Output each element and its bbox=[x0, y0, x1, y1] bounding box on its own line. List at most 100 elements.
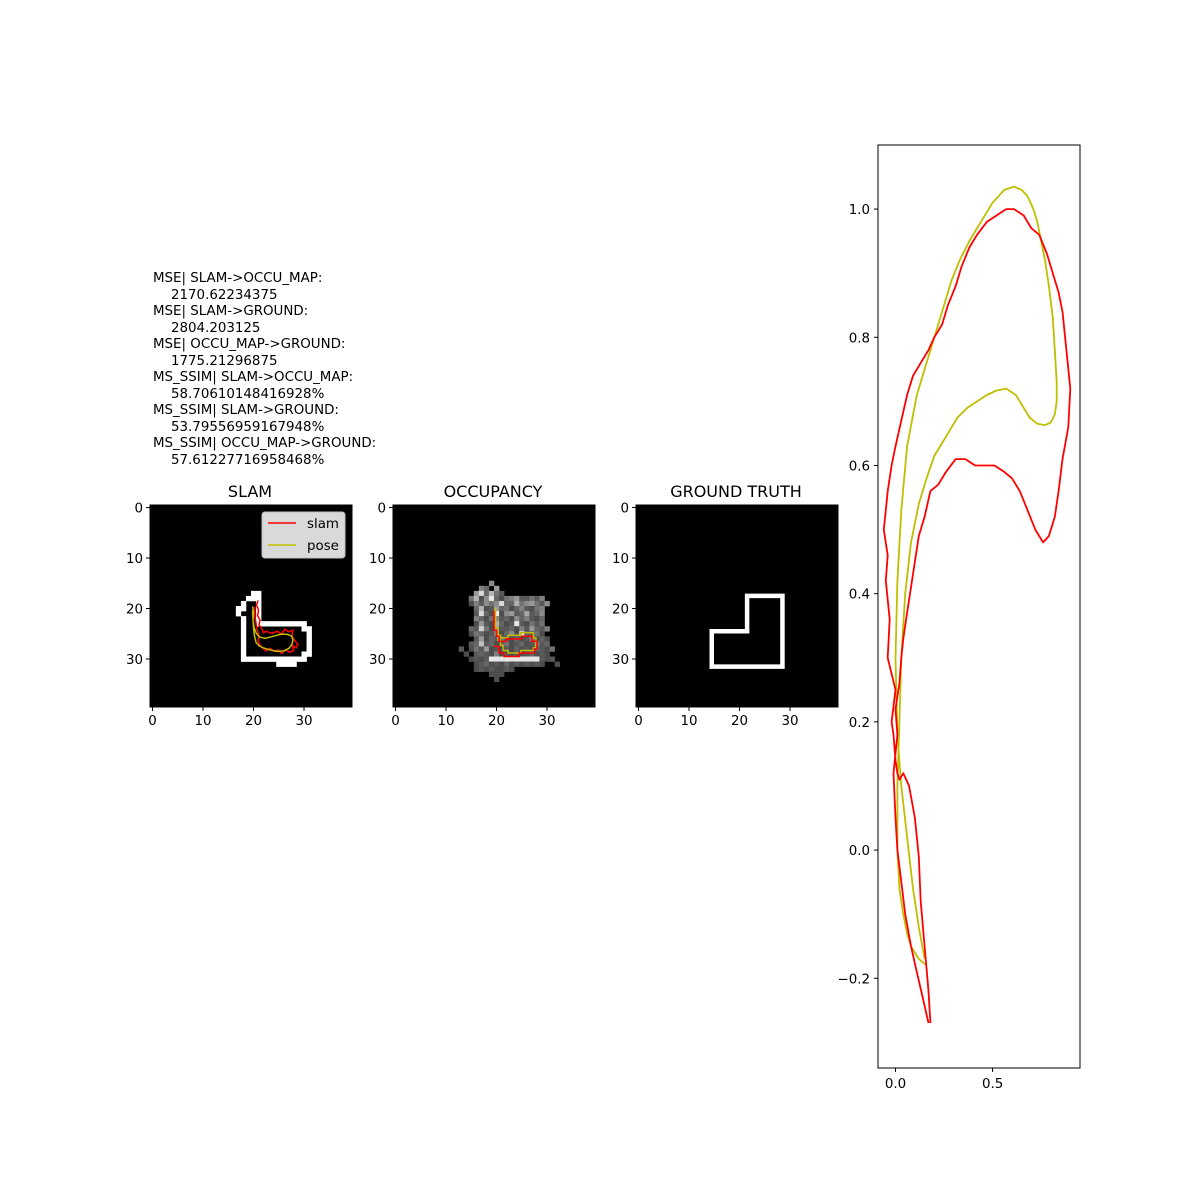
x-tick-label: 20 bbox=[245, 714, 262, 729]
occupancy-cell bbox=[499, 651, 505, 657]
occupancy-cell bbox=[499, 626, 505, 632]
occupancy-cell bbox=[509, 656, 515, 662]
occupancy-cell bbox=[499, 661, 505, 667]
occupancy-cell bbox=[478, 646, 485, 652]
y-tick-label: 0.4 bbox=[849, 588, 870, 603]
occupancy-cell bbox=[488, 580, 495, 587]
occupancy-cell bbox=[539, 636, 545, 642]
occupancy-cell bbox=[539, 651, 545, 657]
occupancy-cell bbox=[478, 590, 485, 597]
occupancy-cell bbox=[473, 606, 480, 612]
occupancy-cell bbox=[504, 666, 510, 672]
occupancy-cell bbox=[509, 626, 515, 632]
occupancy-title: OCCUPANCY bbox=[444, 482, 543, 501]
occupancy-cell bbox=[488, 671, 495, 677]
occupancy-cell bbox=[514, 641, 520, 647]
wall-cell bbox=[276, 656, 282, 662]
occupancy-cell bbox=[539, 631, 545, 637]
x-tick-label: 0 bbox=[148, 714, 157, 729]
wall-cell bbox=[286, 656, 292, 662]
wall-cell bbox=[240, 606, 247, 612]
x-tick-label: 10 bbox=[195, 714, 212, 729]
y-tick-label: 30 bbox=[126, 653, 143, 668]
occupancy-cell bbox=[478, 585, 485, 592]
occupancy-cell bbox=[539, 646, 545, 652]
occupancy-cell bbox=[519, 606, 525, 612]
y-tick-label: 0 bbox=[620, 502, 629, 517]
occupancy-cell bbox=[473, 595, 480, 602]
occupancy-cell bbox=[483, 656, 490, 662]
occupancy-cell bbox=[539, 595, 545, 602]
wall-cell bbox=[306, 641, 312, 647]
occupancy-cell bbox=[514, 621, 520, 627]
metric-label: MSE| SLAM->OCCU_MAP: bbox=[153, 271, 323, 286]
occupancy-cell bbox=[488, 606, 495, 612]
occupancy-cell bbox=[499, 590, 505, 597]
occupancy-cell bbox=[539, 606, 545, 612]
occupancy-cell bbox=[509, 646, 515, 652]
occupancy-cell bbox=[488, 641, 495, 647]
slam-trajectory bbox=[882, 208, 1072, 1024]
occupancy-cell bbox=[473, 600, 480, 607]
occupancy-cell bbox=[478, 636, 485, 642]
occupancy-cell bbox=[483, 600, 490, 607]
occupancy-cell bbox=[539, 626, 545, 632]
y-tick-label: −0.2 bbox=[837, 972, 870, 987]
occupancy-cell bbox=[499, 646, 505, 652]
wall-cell bbox=[306, 636, 312, 642]
wall-cell bbox=[301, 626, 307, 632]
occupancy-cell bbox=[524, 606, 530, 612]
occupancy-cell bbox=[534, 606, 540, 612]
occupancy-cell bbox=[514, 611, 520, 617]
occupancy-cell bbox=[473, 646, 480, 652]
occupancy-cell bbox=[519, 626, 525, 632]
occupancy-cell bbox=[494, 661, 500, 667]
y-tick-label: 0.6 bbox=[849, 459, 870, 474]
occupancy-cell bbox=[478, 600, 485, 607]
occupancy-cell bbox=[499, 616, 505, 622]
occupancy-cell bbox=[499, 636, 505, 642]
occupancy-cell bbox=[488, 651, 495, 657]
occupancy-cell bbox=[504, 661, 510, 667]
occupancy-cell bbox=[519, 595, 525, 602]
occupancy-cell bbox=[478, 651, 485, 657]
occupancy-cell bbox=[509, 621, 515, 627]
occupancy-cell bbox=[529, 651, 535, 657]
y-tick-label: 0.2 bbox=[849, 716, 870, 731]
occupancy-cell bbox=[473, 651, 480, 657]
occupancy-cell bbox=[534, 611, 540, 617]
trajectory-plot: 0.0 0.5 −0.2 0.0 0.2 0.4 0.6 0.8 1.0 bbox=[837, 144, 1081, 1092]
occupancy-cell bbox=[488, 626, 495, 632]
x-tick-label: 0 bbox=[634, 714, 643, 729]
occupancy-cell bbox=[529, 661, 535, 667]
occupancy-cell bbox=[499, 631, 505, 637]
y-tick-label: 30 bbox=[369, 653, 386, 668]
occupancy-cell bbox=[494, 666, 500, 672]
occupancy-cell bbox=[504, 611, 510, 617]
occupancy-cell bbox=[514, 606, 520, 612]
occupancy-cell bbox=[504, 606, 510, 612]
occupancy-cell bbox=[509, 666, 515, 672]
occupancy-cell bbox=[494, 611, 500, 617]
occupancy-cell bbox=[524, 611, 530, 617]
occupancy-cell bbox=[473, 621, 480, 627]
occupancy-cell bbox=[524, 616, 530, 622]
occupancy-cell bbox=[478, 606, 485, 612]
wall-cell bbox=[251, 656, 257, 662]
x-tick-label: 0.0 bbox=[885, 1077, 906, 1092]
occupancy-cell bbox=[478, 626, 485, 632]
occupancy-cell bbox=[529, 595, 535, 602]
occupancy-cell bbox=[529, 631, 535, 637]
wall-cell bbox=[240, 626, 247, 632]
occupancy-cell bbox=[483, 641, 490, 647]
wall-cell bbox=[240, 631, 247, 637]
occupancy-cell bbox=[509, 595, 515, 602]
metrics-text: MSE| SLAM->OCCU_MAP: 2170.62234375 MSE| SL… bbox=[153, 271, 376, 469]
occupancy-cell bbox=[488, 611, 495, 617]
wall-cell bbox=[240, 646, 247, 652]
occupancy-cell bbox=[504, 595, 510, 602]
occupancy-cell bbox=[499, 600, 505, 607]
occupancy-cell bbox=[478, 641, 485, 647]
occupancy-cell bbox=[473, 666, 480, 672]
occupancy-cell bbox=[509, 611, 515, 617]
